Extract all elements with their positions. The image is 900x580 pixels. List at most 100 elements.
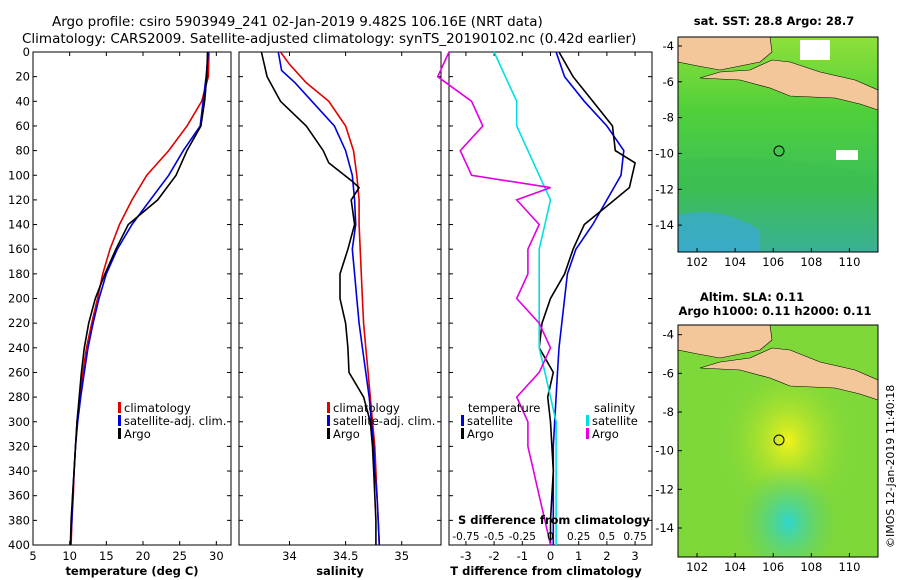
salinity-chart: 34 34.5 35 [239,51,441,563]
x-tick-label: -1 [517,549,528,563]
map-y-tick-label: -10 [655,444,674,458]
imos-timestamp: ©IMOS 12-Jan-2019 11:40:18 [884,385,897,548]
legend-swatch-climatology [327,402,330,413]
sst-map-cool-patch [678,212,760,252]
x-tick-label: -2 [488,549,499,563]
argo-position-marker [773,145,785,157]
s-tick-label: 0 [547,531,554,543]
x-tick-label: 35 [394,549,409,563]
depth-tick-label: 20 [15,70,30,84]
sla-map-frame [677,324,879,558]
depth-tick-label: 80 [15,144,30,158]
sumatra-landmass [677,36,773,71]
map-y-tick-label: -14 [655,521,674,535]
x-tick-label: 34.5 [333,549,359,563]
sla-map-subtitle: Argo h1000: 0.11 h2000: 0.11 [678,304,871,318]
map-y-tick-label: -4 [663,39,674,53]
s-tick-label: -0.5 [484,531,505,543]
legend-label-argo: Argo [124,427,151,441]
map-y-tick-label: -6 [663,75,674,89]
argo-position-marker [773,434,785,446]
map-y-tick-label: -6 [663,366,674,380]
depth-tick-label: 200 [8,292,30,306]
temperature-chart: 0 20 40 60 80 100 120 140 160 180 200 220 240 260 280 3… [8,45,231,563]
difference-salinity-legend: salinity satellite Argo [586,401,638,441]
x-tick-label: 0 [547,549,554,563]
depth-tick-label: 220 [8,316,30,330]
sst-map-axes: 102 104 106 108 110 -4 -6 -8 -10 -12 -14 [655,39,860,269]
x-tick-label: 20 [136,549,151,563]
map-x-tick-label: 106 [762,560,784,574]
map-x-tick-label: 110 [838,560,860,574]
legend-label-argo: Argo [333,427,360,441]
map-x-tick-label: 108 [800,255,822,269]
legend-heading-salinity: salinity [594,401,635,415]
s-tick-label: -0.75 [452,531,479,543]
x-tick-label: 30 [209,549,224,563]
legend-label-satellite: satellite-adj. clim. [124,414,226,428]
legend-swatch-s-argo [586,428,589,439]
salinity-xlabel: salinity [316,564,364,578]
legend-label-s-satellite: satellite [592,414,638,428]
x-tick-label: -3 [460,549,471,563]
depth-tick-label: 0 [23,45,30,59]
difference-xlabel: T difference from climatology [450,564,642,578]
series-line-climatology [279,51,381,546]
sla-map-title: Altim. SLA: 0.11 [700,290,804,304]
difference-temperature-legend: temperature satellite Argo [461,401,540,441]
legend-swatch-s-satellite [586,415,589,426]
depth-tick-label: 260 [8,365,30,379]
depth-tick-label: 180 [8,267,30,281]
s-tick-label: 0.75 [623,531,646,543]
series-line-climatology [70,51,210,546]
legend-label-t-satellite: satellite [467,414,513,428]
map-y-tick-label: -8 [663,111,674,125]
sst-map-title: sat. SST: 28.8 Argo: 28.7 [694,14,854,28]
map-x-tick-label: 104 [724,560,746,574]
sumatra-landmass [677,324,773,359]
s-difference-axis-label: S difference from climatology [458,513,650,527]
x-tick-label: 10 [62,549,77,563]
map-y-tick-label: -8 [663,405,674,419]
s-tick-label: 0.25 [567,531,590,543]
depth-tick-label: 300 [8,415,30,429]
depth-tick-label: 320 [8,439,30,453]
series-line-t-argo [538,51,637,545]
x-tick-label: 3 [631,549,638,563]
depth-tick-label: 100 [8,168,30,182]
map-x-tick-label: 102 [686,560,708,574]
series-line-argo [69,51,209,546]
difference-chart: -3 -2 -1 0 1 2 3 -0.75 -0.5 -0.25 0 0.25 0.5 0.75 [436,51,652,563]
temperature-legend: climatology satellite-adj. clim. Argo [118,401,226,441]
series-line-s-satellite [493,51,557,545]
x-tick-label: 5 [29,549,36,563]
title-line-1: Argo profile: csiro 5903949_241 02-Jan-2… [52,14,543,30]
legend-label-satellite: satellite-adj. clim. [333,414,435,428]
depth-tick-label: 380 [8,513,30,527]
legend-swatch-satellite [327,415,330,426]
sst-map-frame [677,36,879,253]
x-tick-label: 2 [603,549,610,563]
s-tick-label: -0.25 [509,531,536,543]
x-tick-label: 34 [282,549,297,563]
map-x-tick-label: 108 [800,560,822,574]
legend-swatch-argo [118,428,121,439]
legend-label-climatology: climatology [333,401,400,415]
map-y-tick-label: -14 [655,218,674,232]
legend-swatch-argo [327,428,330,439]
temperature-xlabel: temperature (deg C) [65,564,198,578]
map-y-tick-label: -10 [655,146,674,160]
salinity-legend: climatology satellite-adj. clim. Argo [327,401,435,441]
legend-label-climatology: climatology [124,401,191,415]
sla-map-axes: 102 104 106 108 110 -4 -6 -8 -10 -12 -14 [655,328,860,574]
depth-tick-label: 240 [8,341,30,355]
s-tick-label: 0.5 [599,531,616,543]
depth-tick-label: 360 [8,489,30,503]
map-y-tick-label: -12 [655,182,674,196]
x-tick-label: 1 [575,549,582,563]
series-line-s-argo [436,51,552,546]
sst-cloud-mask [800,40,830,60]
x-tick-label: 15 [99,549,114,563]
legend-label-s-argo: Argo [592,427,619,441]
